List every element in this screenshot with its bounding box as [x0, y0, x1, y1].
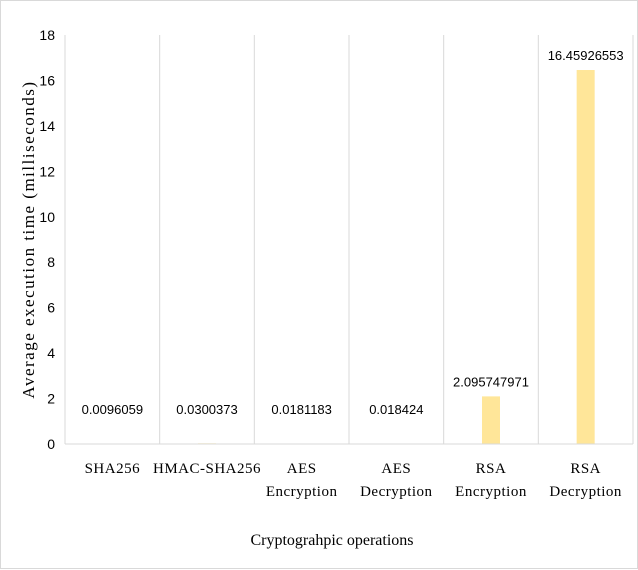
y-tick-label: 2	[47, 391, 55, 407]
bar	[482, 396, 500, 444]
x-tick-label: AES	[381, 461, 411, 477]
y-tick-label: 6	[47, 300, 55, 316]
y-tick-label: 10	[39, 209, 55, 225]
data-label: 16.45926553	[548, 48, 624, 63]
y-tick-label: 18	[39, 27, 55, 43]
y-tick-label: 14	[39, 118, 55, 134]
y-tick-label: 4	[47, 345, 55, 361]
x-tick-label: AES	[287, 461, 317, 477]
x-tick-label: Encryption	[266, 484, 338, 500]
gridlines	[65, 35, 633, 444]
x-tick-label: Decryption	[549, 484, 621, 500]
y-tick-label: 16	[39, 72, 55, 88]
x-axis-categories: SHA256 HMAC-SHA256 AES Encryption AES Decrypt…	[85, 461, 622, 500]
bar	[577, 70, 595, 444]
x-tick-label: Encryption	[455, 484, 527, 500]
x-tick-label: RSA	[476, 461, 507, 477]
x-tick-label: RSA	[570, 461, 601, 477]
data-labels: 0.0096059 0.0300373 0.0181183 0.018424 2.095…	[82, 48, 624, 417]
data-label: 0.0096059	[82, 402, 143, 417]
y-tick-label: 0	[47, 436, 55, 452]
x-tick-label: SHA256	[85, 461, 141, 477]
x-tick-label: Decryption	[360, 484, 432, 500]
data-label: 0.0300373	[176, 402, 237, 417]
x-tick-label: HMAC-SHA256	[153, 461, 261, 477]
y-tick-label: 12	[39, 163, 55, 179]
data-label: 2.095747971	[453, 374, 529, 389]
y-axis-label: Average execution time (milliseconds)	[19, 80, 38, 398]
x-axis-label: Cryptograhpic operations	[250, 532, 413, 549]
data-label: 0.0181183	[271, 402, 332, 417]
y-axis-ticks: 0 2 4 6 8 10 12 14 16 18	[39, 27, 55, 452]
y-tick-label: 8	[47, 254, 55, 270]
data-label: 0.018424	[369, 402, 423, 417]
